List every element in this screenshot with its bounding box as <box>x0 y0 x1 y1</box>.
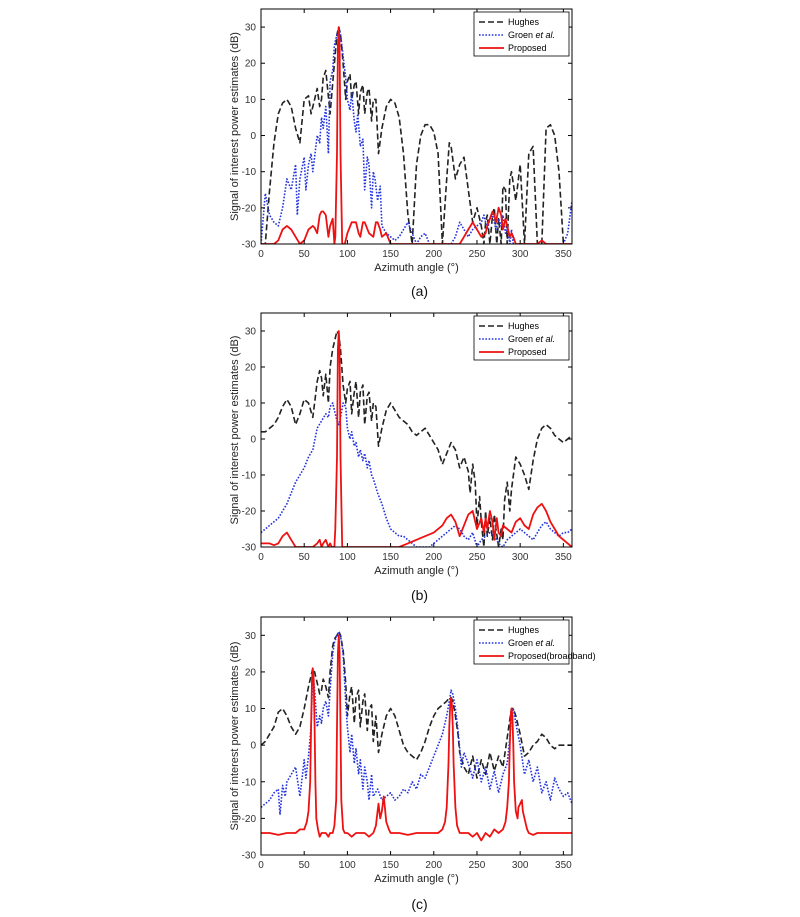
x-tick-label: 100 <box>339 860 356 871</box>
y-tick-label: -10 <box>242 777 257 788</box>
x-tick-label: 100 <box>339 249 356 260</box>
x-tick-label: 200 <box>425 860 442 871</box>
x-tick-label: 0 <box>258 249 264 260</box>
panel-caption: (c) <box>411 896 427 912</box>
chart-panel-3: 0 50 100 150 200 250 300 350 -30 -20 -10 0 10 20 30 Azi… <box>229 616 596 912</box>
panel-caption: (b) <box>411 587 428 603</box>
legend-label: Proposed <box>508 43 547 53</box>
y-tick-label: -20 <box>242 814 257 825</box>
y-tick-label: -30 <box>242 851 257 862</box>
x-tick-label: 300 <box>512 860 529 871</box>
y-tick-label: 20 <box>245 363 257 374</box>
x-tick-label: 250 <box>469 249 486 260</box>
y-axis-label: Signal of interest power estimates (dB) <box>229 642 241 831</box>
panel-caption: (a) <box>411 283 428 299</box>
x-tick-label: 150 <box>382 249 399 260</box>
series-line-groen-et-al- <box>261 26 572 244</box>
y-tick-label: 30 <box>245 631 257 642</box>
x-tick-label: 50 <box>299 860 311 871</box>
legend-label: Groen et al. <box>508 30 555 40</box>
y-tick-label: 20 <box>245 667 257 678</box>
x-axis-label: Azimuth angle (°) <box>374 873 459 885</box>
x-tick-label: 250 <box>469 552 486 563</box>
y-tick-label: -10 <box>242 167 257 178</box>
x-tick-label: 300 <box>512 552 529 563</box>
legend-label: Hughes <box>508 321 540 331</box>
chart-panel-2: 0 50 100 150 200 250 300 350 -30 -20 -10 0 10 20 30 Azi… <box>229 312 573 603</box>
x-tick-label: 50 <box>299 249 311 260</box>
x-tick-label: 150 <box>382 860 399 871</box>
y-axis-label: Signal of interest power estimates (dB) <box>229 336 241 525</box>
legend: Hughes Groen et al. Proposed <box>473 11 570 57</box>
x-tick-label: 350 <box>555 249 572 260</box>
x-tick-label: 200 <box>425 552 442 563</box>
y-tick-label: 0 <box>250 435 256 446</box>
y-tick-label: 0 <box>250 741 256 752</box>
x-axis-label: Azimuth angle (°) <box>374 565 459 577</box>
x-axis-label: Azimuth angle (°) <box>374 262 459 274</box>
x-tick-label: 150 <box>382 552 399 563</box>
y-tick-label: 10 <box>245 704 257 715</box>
series-line-proposed-broadband- <box>261 634 572 842</box>
legend: Hughes Groen et al. Proposed <box>473 315 570 361</box>
x-tick-label: 100 <box>339 552 356 563</box>
y-tick-label: 20 <box>245 59 257 70</box>
y-tick-label: -30 <box>242 543 257 554</box>
series-line-proposed <box>261 330 572 547</box>
x-tick-label: 0 <box>258 860 264 871</box>
series-line-hughes <box>261 26 572 244</box>
plot-frame <box>260 8 573 245</box>
legend: Hughes Groen et al. Proposed(broadband) <box>473 619 596 665</box>
y-tick-label: 10 <box>245 399 257 410</box>
x-tick-label: 350 <box>555 860 572 871</box>
x-tick-label: 250 <box>469 860 486 871</box>
y-tick-label: 10 <box>245 95 257 106</box>
y-tick-label: -10 <box>242 471 257 482</box>
y-tick-label: 0 <box>250 131 256 142</box>
y-tick-label: -30 <box>242 240 257 251</box>
y-axis-label: Signal of interest power estimates (dB) <box>229 32 241 221</box>
legend-label: Groen et al. <box>508 334 555 344</box>
y-tick-label: 30 <box>245 327 257 338</box>
x-tick-label: 350 <box>555 552 572 563</box>
x-tick-label: 0 <box>258 552 264 563</box>
y-tick-label: 30 <box>245 23 257 34</box>
plot-frame <box>260 312 573 548</box>
chart-panel-1: 0 50 100 150 200 250 300 350 -30 -20 -10 0 10 20 30 Azi… <box>229 8 573 299</box>
x-tick-label: 200 <box>425 249 442 260</box>
y-tick-label: -20 <box>242 203 257 214</box>
legend-box <box>473 619 570 665</box>
legend-label: Hughes <box>508 625 540 635</box>
legend-label: Proposed(broadband) <box>508 651 596 661</box>
series-line-proposed <box>261 26 572 244</box>
legend-label: Groen et al. <box>508 638 555 648</box>
legend-label: Hughes <box>508 17 540 27</box>
plot-frame <box>260 616 573 856</box>
x-tick-label: 50 <box>299 552 311 563</box>
series-line-hughes <box>261 330 572 547</box>
legend-label: Proposed <box>508 347 547 357</box>
series-line-groen-et-al- <box>261 402 572 547</box>
x-tick-label: 300 <box>512 249 529 260</box>
y-tick-label: -20 <box>242 507 257 518</box>
